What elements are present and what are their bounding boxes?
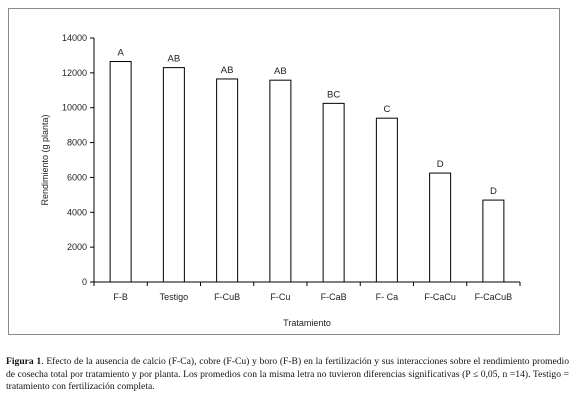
bar-testigo — [162, 67, 185, 283]
figure-caption: Figura 1. Efecto de la ausencia de calci… — [6, 356, 569, 394]
bar-fcu — [269, 79, 292, 283]
x-axis-ticks: F-B Testigo F-CuB F-Cu F-CaB F- Ca F-CaCu F-CaC… — [93, 282, 521, 302]
significance-letter: BC — [327, 89, 340, 100]
bar-fcacub — [482, 199, 505, 283]
y-tick-label: 6000 — [67, 172, 87, 182]
significance-letter: D — [437, 159, 444, 170]
y-tick-label: 12000 — [62, 68, 87, 78]
x-tick-label: F-CaCuB — [475, 292, 513, 302]
bars — [109, 61, 505, 283]
x-tick-label: Testigo — [160, 292, 189, 302]
significance-letter: AB — [274, 66, 287, 77]
y-tick-label: 4000 — [67, 207, 87, 217]
significance-letter: AB — [221, 65, 234, 76]
significance-letter: C — [383, 104, 390, 115]
significance-letter: A — [117, 48, 124, 59]
y-axis-ticks: 0 2000 4000 6000 8000 10000 12000 14000 — [62, 33, 94, 287]
caption-text: . Efecto de la ausencia de calcio (F-Ca)… — [6, 356, 569, 392]
x-tick-label: F- Ca — [376, 292, 399, 302]
y-tick-label: 14000 — [62, 33, 87, 43]
x-tick-label: F-B — [113, 292, 128, 302]
bar-chart: 0 2000 4000 6000 8000 10000 12000 14000 A AB AB AB… — [40, 33, 521, 328]
significance-letters: A AB AB AB BC C D D — [117, 48, 496, 198]
x-tick-label: F-CaCu — [424, 292, 456, 302]
bar-fcub — [216, 78, 239, 283]
significance-letter: AB — [168, 54, 181, 65]
y-tick-label: 8000 — [67, 138, 87, 148]
caption-label: Figura 1 — [6, 356, 42, 367]
bar-fcab — [322, 102, 345, 283]
x-tick-label: F-Cu — [270, 292, 290, 302]
bar-fb — [109, 61, 132, 283]
y-tick-label: 2000 — [67, 242, 87, 252]
significance-letter: D — [490, 186, 497, 197]
y-tick-label: 10000 — [62, 103, 87, 113]
bar-fca — [375, 117, 398, 283]
x-axis-label: Tratamiento — [283, 318, 331, 328]
x-tick-label: F-CaB — [321, 292, 347, 302]
bar-fcacu — [429, 172, 452, 283]
y-tick-label: 0 — [82, 277, 87, 287]
x-tick-label: F-CuB — [214, 292, 240, 302]
y-axis-label: Rendimiento (g planta) — [40, 114, 50, 205]
